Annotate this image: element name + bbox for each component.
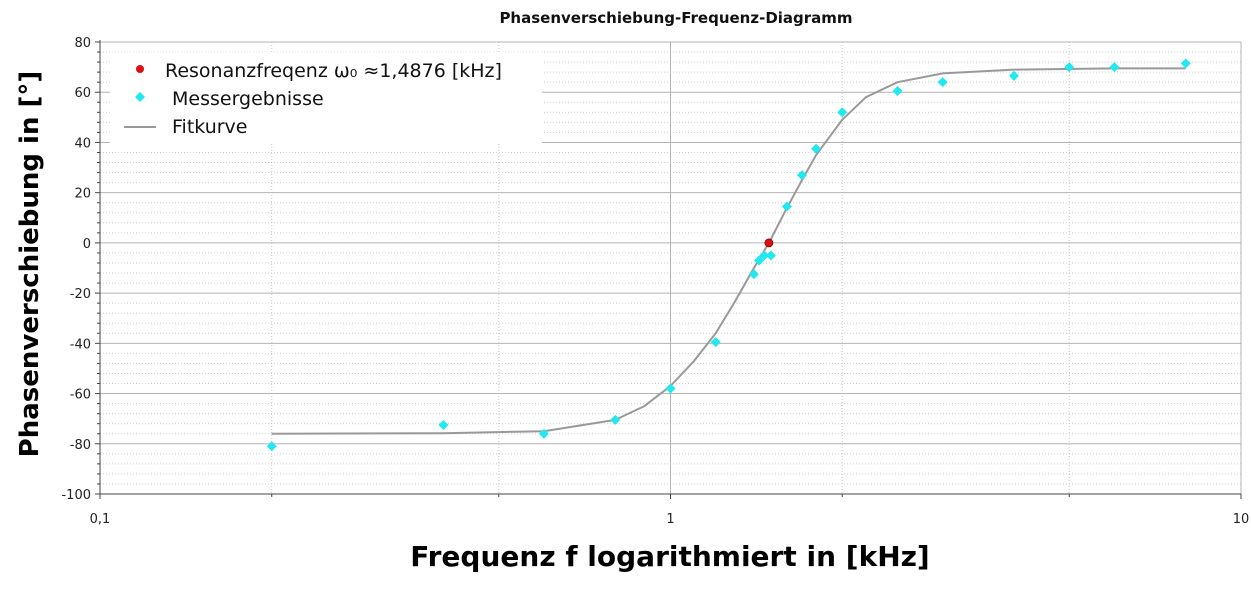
measurement-point (1109, 62, 1120, 73)
measurement-point (781, 201, 792, 212)
y-tick-label: -80 (70, 438, 91, 453)
y-tick-label: 40 (74, 136, 91, 151)
measurement-point (538, 428, 549, 439)
measurement-point (710, 337, 721, 348)
measurement-point (665, 383, 676, 394)
series-layer (266, 58, 1191, 452)
measurement-point (1180, 58, 1191, 69)
measurement-point (438, 419, 449, 430)
y-tick-labels: -100 -80 -60 -40 -20 0 20 40 60 80 (61, 36, 91, 503)
measurement-point (1008, 70, 1019, 81)
x-axis-label: Frequenz f logarithmiert in [kHz] (410, 540, 929, 573)
measurement-point (811, 143, 822, 154)
axes (95, 40, 1242, 499)
y-tick-label: 20 (74, 187, 91, 202)
measurement-point (837, 107, 848, 118)
measurement-point (1064, 62, 1075, 73)
y-tick-label: -60 (70, 388, 91, 403)
x-tick-label: 10 (1233, 512, 1250, 527)
measurement-point (937, 77, 948, 88)
x-tick-labels: 0,1 1 10 (90, 512, 1250, 527)
legend-label-fit: Fitkurve (172, 116, 247, 138)
measurement-point (610, 414, 621, 425)
x-tick-label: 1 (666, 512, 674, 527)
y-axis-label: Phasenverschiebung in [°] (15, 71, 45, 458)
legend: Resonanzfreqenz ω₀ ≈1,4876 [kHz] Messerge… (110, 52, 542, 144)
resonance-point (764, 238, 774, 248)
measurement-point (892, 85, 903, 96)
y-tick-label: 80 (74, 36, 91, 51)
x-tick-label: 0,1 (90, 512, 111, 527)
y-tick-label: -40 (70, 337, 91, 352)
legend-marker-resonance (136, 65, 144, 73)
y-tick-label: -20 (70, 287, 91, 302)
y-tick-label: 60 (74, 86, 91, 101)
legend-marker-measurements (135, 92, 145, 102)
measurement-point (748, 269, 759, 280)
measurement-point (266, 441, 277, 452)
legend-label-resonance: Resonanzfreqenz ω₀ ≈1,4876 [kHz] (165, 60, 502, 82)
measurement-point (754, 255, 765, 266)
y-tick-label: 0 (83, 237, 91, 252)
legend-background (110, 52, 542, 144)
measurement-point (765, 250, 776, 261)
y-tick-label: -100 (61, 488, 91, 503)
measurement-point (796, 170, 807, 181)
measurement-point (759, 250, 770, 261)
legend-label-measurements: Messergebnisse (172, 88, 324, 110)
chart-title: Phasenverschiebung-Frequenz-Diagramm (499, 9, 852, 27)
